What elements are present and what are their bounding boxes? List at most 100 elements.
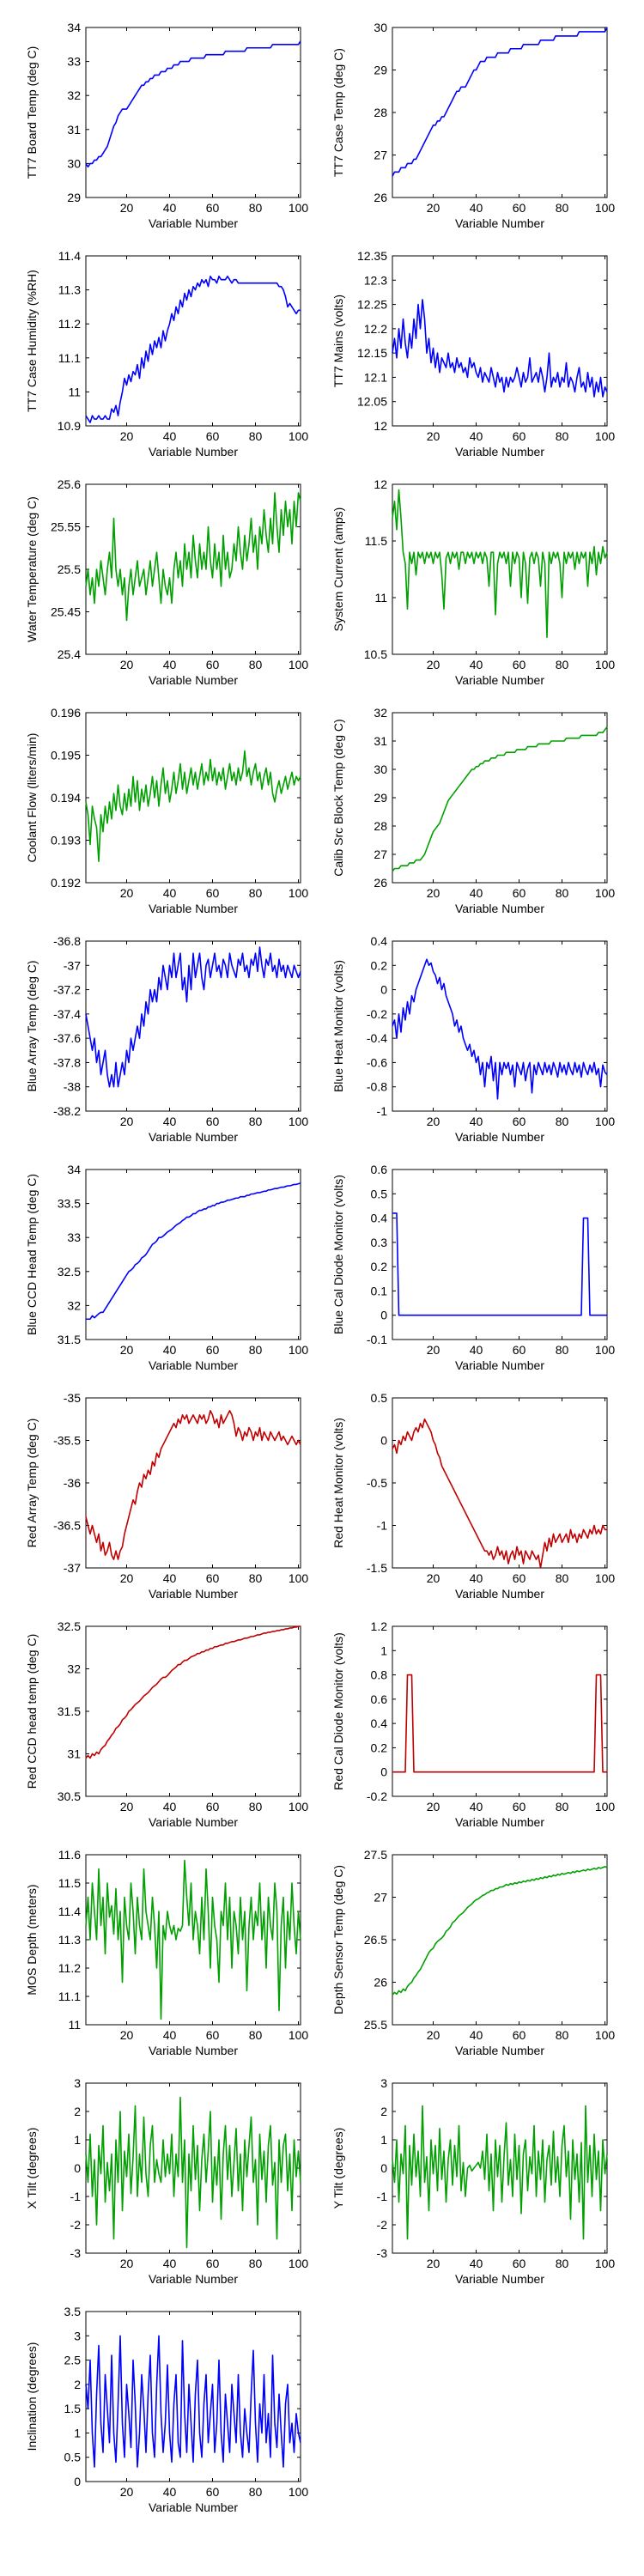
x-tick-label: 80 [556,201,569,215]
y-tick-label: 12.1 [364,370,387,384]
y-tick-label: 11 [68,2018,81,2032]
y-tick-label: -37 [64,958,81,972]
x-tick-label: 20 [427,201,440,215]
y-tick-label: 12.35 [357,249,387,263]
x-tick-label: 60 [513,886,526,900]
y-tick-label: -0.1 [367,1333,387,1346]
x-tick-label: 40 [470,429,483,443]
x-tick-label: 100 [289,201,309,215]
y-tick-label: 33.5 [58,1197,81,1211]
y-tick-label: 2 [380,2105,387,2118]
y-tick-label: 26.5 [364,1933,387,1947]
chart-panel: 20 40 60 80 100 25.4 25.45 25.5 25.55 25.6 Variabl… [25,477,308,687]
x-tick-label: 40 [163,1800,177,1814]
x-tick-label: 60 [206,1115,220,1128]
x-tick-label: 20 [120,1343,134,1357]
x-tick-label: 80 [556,429,569,443]
x-axis-label: Variable Number [149,216,238,230]
y-tick-label: 12.3 [364,273,387,287]
y-tick-label: 27 [374,1891,387,1905]
y-tick-label: 0 [380,1309,387,1322]
x-tick-label: 80 [556,886,569,900]
x-axis-label: Variable Number [455,216,544,230]
x-tick-label: 100 [595,658,616,671]
series-line [85,1410,301,1560]
plot-frame [392,483,608,655]
y-axis-label: Red Array Temp (deg C) [25,1419,39,1548]
y-tick-label: 0 [74,2161,81,2175]
y-tick-label: 0.1 [371,1284,388,1297]
x-tick-label: 20 [427,2257,440,2270]
y-tick-label: 30 [374,762,387,776]
x-tick-label: 20 [120,886,134,900]
y-tick-label: 0 [380,983,387,997]
y-tick-label: -1 [377,2190,388,2203]
series-line [85,1625,301,1759]
chart-panel: 20 40 60 80 100 25.5 26 26.5 27 27.5 Variable Numb… [331,1848,615,2057]
x-tick-label: 100 [289,1571,309,1585]
y-tick-label: 25.4 [58,647,81,661]
y-axis-label: TT7 Board Temp (deg C) [25,46,39,179]
x-tick-label: 60 [206,658,220,671]
x-tick-label: 80 [249,1343,263,1357]
y-axis-label: TT7 Mains (volts) [331,295,345,387]
x-tick-label: 80 [556,1571,569,1585]
x-tick-label: 40 [163,2028,177,2042]
plot-frame [85,483,301,655]
y-tick-label: 11.1 [58,351,81,365]
y-tick-label: 1 [74,2426,81,2439]
x-tick-label: 60 [513,1115,526,1128]
x-tick-label: 60 [513,1800,526,1814]
x-axis-label: Variable Number [455,1587,544,1601]
x-axis-label: Variable Number [455,2272,544,2286]
y-tick-label: 25.55 [51,520,81,534]
y-tick-label: 32 [374,706,387,720]
y-axis-label: Inclination (degrees) [25,2342,39,2451]
x-tick-label: 40 [470,1571,483,1585]
y-axis-label: Depth Sensor Temp (deg C) [331,1865,345,2014]
y-tick-label: -0.2 [367,1789,387,1803]
y-tick-label: -1 [70,2190,82,2203]
x-tick-label: 20 [120,2257,134,2270]
plot-frame [392,712,608,884]
x-tick-label: 100 [595,1800,616,1814]
x-tick-label: 100 [289,2257,309,2270]
y-tick-label: 1.2 [371,1619,388,1633]
y-tick-label: 11.2 [58,1961,81,1975]
y-tick-label: -38 [64,1080,81,1094]
y-tick-label: -1 [377,1104,388,1118]
chart-panel: 20 40 60 80 100 31.5 32 32.5 33 33.5 34 Variable Nu… [25,1163,308,1372]
y-tick-label: 31 [67,1747,81,1761]
chart-panel: 20 40 60 80 100 -3 -2 -1 0 1 2 3 Variable Number Y Ti… [331,2076,615,2286]
y-tick-label: -36 [64,1476,81,1490]
y-tick-label: 33 [67,1230,81,1244]
y-tick-label: -3 [377,2246,388,2260]
x-tick-label: 40 [470,2028,483,2042]
x-tick-label: 80 [249,201,263,215]
x-tick-label: 80 [556,1800,569,1814]
x-tick-label: 100 [595,1571,616,1585]
y-tick-label: 11.2 [58,317,81,331]
chart-panel: 20 40 60 80 100 -0.2 0 0.2 0.4 0.6 0.8 1 1.2 Variable… [331,1619,615,1829]
x-axis-label: Variable Number [149,1815,238,1829]
y-tick-label: 32.5 [58,1619,81,1633]
x-tick-label: 40 [470,1115,483,1128]
x-tick-label: 60 [206,1571,220,1585]
y-tick-label: 0.5 [64,2451,82,2464]
y-tick-label: 0.8 [371,1668,388,1682]
y-tick-label: 10.9 [58,419,81,433]
x-tick-label: 20 [120,1115,134,1128]
y-tick-label: 11 [68,385,81,398]
y-tick-label: 1.5 [64,2402,82,2415]
y-tick-label: 1 [380,2133,387,2147]
x-tick-label: 100 [595,886,616,900]
x-tick-label: 100 [289,658,309,671]
y-tick-label: 11.4 [58,249,81,263]
y-tick-label: 0.3 [371,1236,388,1249]
y-tick-label: 0 [380,1765,387,1779]
x-tick-label: 40 [163,2257,177,2270]
plot-frame [85,1169,301,1340]
x-tick-label: 60 [206,886,220,900]
x-tick-label: 100 [595,1343,616,1357]
x-tick-label: 80 [556,658,569,671]
